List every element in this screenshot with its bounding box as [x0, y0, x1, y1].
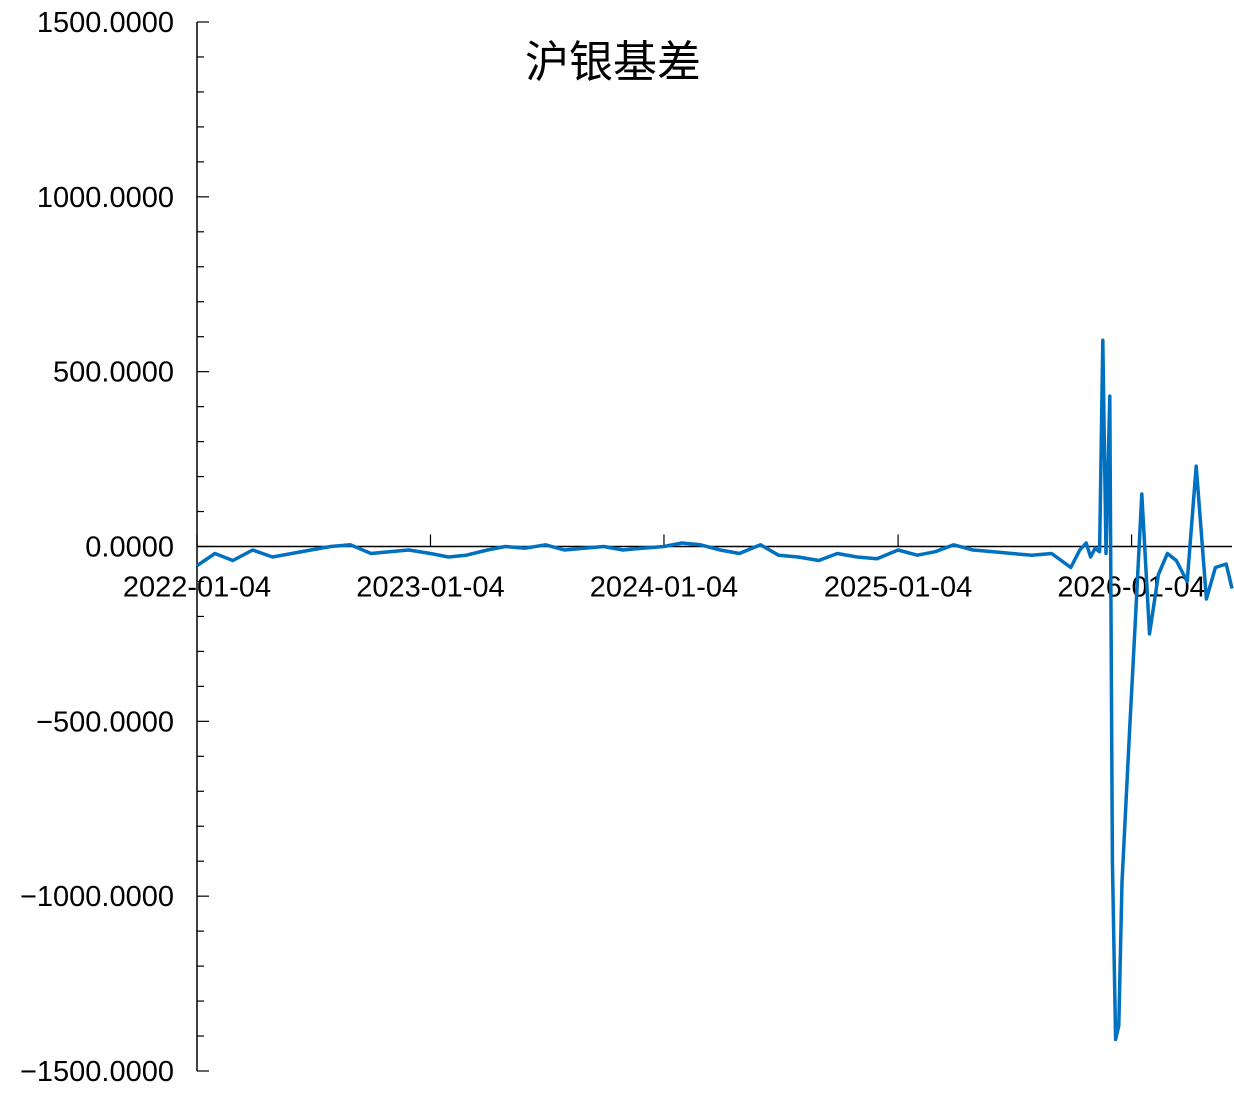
y-tick-label: −500.0000 [36, 706, 174, 738]
y-tick-label: −1500.0000 [20, 1056, 174, 1088]
x-tick-label: 2026-01-04 [1057, 572, 1205, 604]
y-tick-label: −1000.0000 [20, 881, 174, 913]
y-tick-label: 500.0000 [53, 357, 174, 389]
x-tick-label: 2023-01-04 [356, 572, 504, 604]
series-line [196, 338, 1234, 1042]
x-tick-label: 2024-01-04 [590, 572, 738, 604]
y-tick-label: 1500.0000 [37, 7, 174, 39]
x-tick-label: 2022-01-04 [123, 572, 271, 604]
ticks: 1500.0000 1000.0000 500.0000 0.0000 −500.000… [20, 7, 1206, 1088]
y-tick-label: 0.0000 [85, 532, 174, 564]
series-layer [196, 338, 1234, 1042]
x-tick-label: 2025-01-04 [824, 572, 972, 604]
chart-title: 沪银基差 [525, 37, 701, 88]
y-tick-label: 1000.0000 [37, 182, 174, 214]
